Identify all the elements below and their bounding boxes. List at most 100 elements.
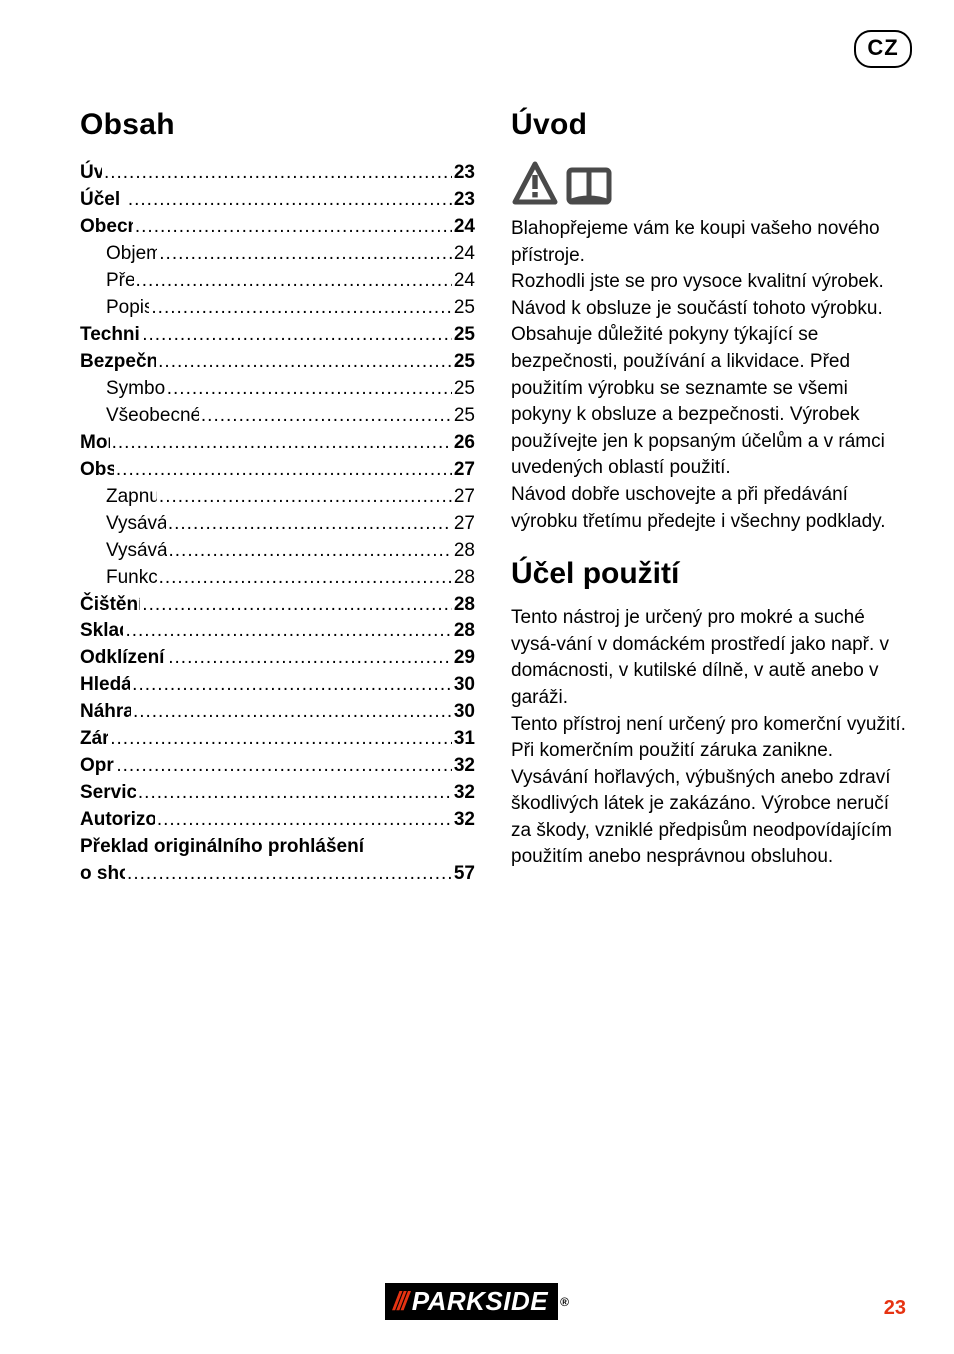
toc-page: 32 (454, 807, 475, 834)
toc-label: Technické údaje (80, 322, 140, 349)
toc-page: 27 (454, 484, 475, 511)
toc-dots: ........................................… (159, 484, 452, 511)
toc-dots: ........................................… (159, 565, 452, 592)
toc-dots: ........................................… (167, 376, 452, 403)
brand-logo: /// PARKSIDE (385, 1283, 558, 1320)
toc-dots: ........................................… (104, 160, 452, 187)
toc-label: Účel použití (80, 187, 126, 214)
toc-row: Service-Center..........................… (80, 780, 475, 807)
page-body: Obsah Úvod..............................… (0, 0, 954, 888)
toc-dots: ........................................… (136, 268, 452, 295)
toc-row: Vysávání za mokra.......................… (80, 538, 475, 565)
warning-icon (515, 164, 555, 202)
toc-label: Obecný popis (80, 214, 133, 241)
purpose-paragraph: Tento nástroj je určený pro mokré a such… (511, 605, 906, 871)
toc-dots: ........................................… (127, 861, 452, 888)
toc-label: Popis funkce (106, 295, 149, 322)
toc-page: 25 (454, 403, 475, 430)
toc-page: 27 (454, 511, 475, 538)
toc-label: Objem dodávky (106, 241, 157, 268)
toc-dots: ........................................… (169, 538, 452, 565)
toc-page: 25 (454, 295, 475, 322)
toc-dots: ........................................… (132, 672, 452, 699)
toc-dots: ........................................… (110, 726, 452, 753)
toc-dots: ........................................… (157, 807, 452, 834)
toc-dots: ........................................… (135, 214, 452, 241)
brand-text: PARKSIDE (412, 1286, 548, 1317)
toc-page: 28 (454, 538, 475, 565)
toc-page: 24 (454, 214, 475, 241)
toc-row: Záruka..................................… (80, 726, 475, 753)
toc-row: Montáž..................................… (80, 430, 475, 457)
toc-label: Hledání chyb (80, 672, 130, 699)
toc-row: Účel použití............................… (80, 187, 475, 214)
toc-label: Service-Center (80, 780, 136, 807)
toc-page: 25 (454, 322, 475, 349)
toc-row: Popis funkce............................… (80, 295, 475, 322)
toc-row: Opravna.................................… (80, 753, 475, 780)
brand-registered: ® (560, 1295, 569, 1309)
toc-dots: ........................................… (128, 187, 452, 214)
toc-page: 28 (454, 565, 475, 592)
toc-label: Úvod (80, 160, 102, 187)
toc-page: 30 (454, 672, 475, 699)
toc-label: Vysávání za sucha (106, 511, 166, 538)
intro-icons (511, 160, 906, 208)
toc-label: Opravna (80, 753, 114, 780)
toc-row: Symboly v návodu........................… (80, 376, 475, 403)
toc-row: Funkce foukání..........................… (80, 565, 475, 592)
toc-title: Obsah (80, 108, 475, 142)
toc-row: Všeobecné bezpečnostní pokyny...........… (80, 403, 475, 430)
toc-dots: ........................................… (142, 592, 452, 619)
toc-row: Čištění a údržba........................… (80, 592, 475, 619)
toc-label: Skladování (80, 618, 123, 645)
toc-dots: ........................................… (116, 457, 452, 484)
page-number: 23 (884, 1297, 906, 1320)
brand-slashes: /// (393, 1286, 406, 1317)
toc-page: 24 (454, 241, 475, 268)
toc-row: Obecný popis............................… (80, 214, 475, 241)
toc-dots: ........................................… (168, 645, 452, 672)
toc-row: Úvod....................................… (80, 160, 475, 187)
toc-dots: ........................................… (116, 753, 452, 780)
toc-row: Autorizované servisy....................… (80, 807, 475, 834)
toc: Úvod....................................… (80, 160, 475, 888)
toc-label: Obsluha (80, 457, 114, 484)
toc-page: 28 (454, 618, 475, 645)
toc-page: 23 (454, 187, 475, 214)
intro-paragraph: Blahopřejeme vám ke koupi vašeho nového … (511, 216, 906, 535)
toc-row: Přehled.................................… (80, 268, 475, 295)
toc-page: 25 (454, 376, 475, 403)
toc-row: Náhradní díly...........................… (80, 699, 475, 726)
toc-label: Bezpečnostní pokyny (80, 349, 156, 376)
right-column: Úvod Blahopřejeme vám ke koupi vašeho no… (511, 108, 906, 888)
toc-label: Symboly v návodu (106, 376, 165, 403)
toc-page: 23 (454, 160, 475, 187)
toc-row: Bezpečnostní pokyny.....................… (80, 349, 475, 376)
toc-row: Vysávání za sucha.......................… (80, 511, 475, 538)
toc-page: 24 (454, 268, 475, 295)
manual-icon (569, 170, 609, 202)
footer: /// PARKSIDE ® 23 (0, 1283, 954, 1320)
toc-page: 30 (454, 699, 475, 726)
toc-dots: ........................................… (138, 780, 452, 807)
toc-row: Objem dodávky...........................… (80, 241, 475, 268)
toc-label: Přehled (106, 268, 134, 295)
toc-dots: ........................................… (168, 511, 452, 538)
toc-label: Funkce foukání (106, 565, 157, 592)
toc-row: Technické údaje.........................… (80, 322, 475, 349)
toc-label: Všeobecné bezpečnostní pokyny (106, 403, 199, 430)
toc-label: Odklízení a ochrana okolí (80, 645, 166, 672)
toc-row: o shodě CE..............................… (80, 861, 475, 888)
toc-dots: ........................................… (158, 349, 452, 376)
toc-row: Obsluha.................................… (80, 457, 475, 484)
toc-row: Zapnutí/vypnutí.........................… (80, 484, 475, 511)
toc-label: Překlad originálního prohlášení (80, 834, 364, 861)
toc-page: 31 (454, 726, 475, 753)
toc-dots: ........................................… (201, 403, 452, 430)
toc-dots: ........................................… (133, 699, 452, 726)
toc-row: Hledání chyb............................… (80, 672, 475, 699)
intro-title: Úvod (511, 108, 906, 142)
toc-page: 29 (454, 645, 475, 672)
toc-dots: ........................................… (112, 430, 452, 457)
